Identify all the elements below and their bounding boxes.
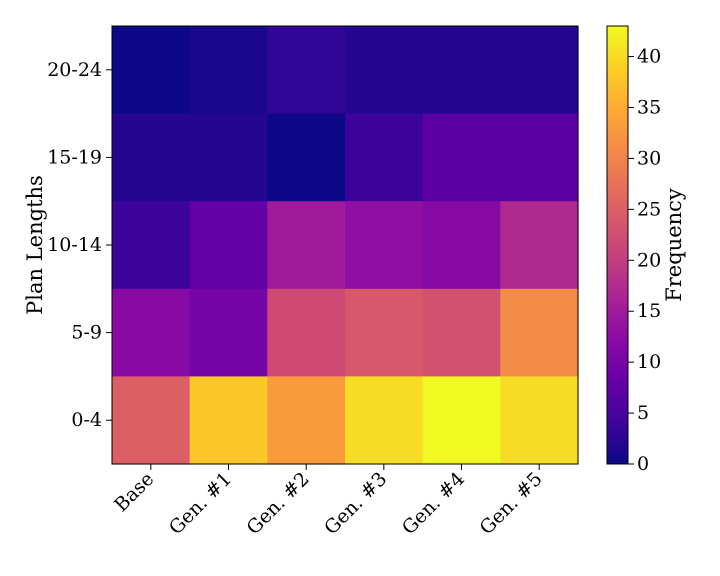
heatmap-cell: [112, 201, 191, 290]
heatmap-cell: [112, 288, 191, 377]
y-tick-label: 0-4: [71, 409, 102, 431]
colorbar-tick-label: 30: [637, 147, 661, 169]
heatmap-cell: [500, 201, 579, 290]
y-axis-ticks: 20-24 15-19 10-14 5-9 0-4: [47, 59, 112, 431]
heatmap-cell: [345, 26, 424, 115]
heatmap-cell: [345, 288, 424, 377]
x-tick-label: Gen. #3: [320, 468, 391, 539]
heatmap-cell: [112, 376, 191, 465]
heatmap-cell: [422, 288, 501, 377]
colorbar-gradient: [606, 25, 629, 465]
colorbar-tick-label: 0: [637, 453, 649, 475]
heatmap-cell: [267, 26, 346, 115]
heatmap-cell: [189, 376, 268, 465]
heatmap-cell: [267, 113, 346, 202]
heatmap-cell: [267, 376, 346, 465]
colorbar-tick-label: 40: [637, 46, 661, 68]
colorbar-tick-label: 25: [637, 198, 661, 220]
heatmap-cell: [345, 113, 424, 202]
y-tick-label: 5-9: [71, 322, 102, 344]
heatmap-cell: [500, 376, 579, 465]
x-tick-label: Base: [110, 468, 158, 516]
x-tick-label: Gen. #1: [165, 468, 236, 539]
colorbar-tick-label: 10: [637, 351, 661, 373]
heatmap-cells: [112, 26, 579, 465]
colorbar: 0 5 10 15 20 25 30 35 40 Frequency: [606, 25, 686, 475]
heatmap-cell: [112, 113, 191, 202]
colorbar-ticks: 0 5 10 15 20 25 30 35 40: [628, 46, 661, 475]
heatmap-cell: [189, 288, 268, 377]
heatmap-cell: [422, 201, 501, 290]
heatmap-cell: [189, 113, 268, 202]
heatmap-cell: [189, 26, 268, 115]
x-tick-label: Gen. #2: [242, 468, 313, 539]
heatmap-cell: [500, 113, 579, 202]
colorbar-tick-label: 15: [637, 300, 661, 322]
heatmap-cell: [267, 288, 346, 377]
heatmap-cell: [345, 201, 424, 290]
colorbar-tick-label: 20: [637, 249, 661, 271]
y-tick-label: 15-19: [47, 146, 102, 168]
colorbar-tick-label: 35: [637, 96, 661, 118]
colorbar-label: Frequency: [662, 188, 686, 302]
x-axis-ticks: Base Gen. #1 Gen. #2 Gen. #3 Gen. #4 Gen. #5: [110, 464, 547, 539]
y-tick-label: 10-14: [47, 234, 102, 256]
heatmap-cell: [500, 26, 579, 115]
x-tick-label: Gen. #5: [475, 468, 546, 539]
heatmap-cell: [422, 376, 501, 465]
heatmap-cell: [345, 376, 424, 465]
heatmap-cell: [189, 201, 268, 290]
x-tick-label: Gen. #4: [398, 468, 469, 539]
y-tick-label: 20-24: [47, 59, 102, 81]
heatmap-cell: [267, 201, 346, 290]
y-axis-label: Plan Lengths: [23, 175, 47, 315]
heatmap-cell: [112, 26, 191, 115]
heatmap-cell: [500, 288, 579, 377]
colorbar-tick-label: 5: [637, 402, 649, 424]
heatmap-cell: [422, 113, 501, 202]
heatmap-cell: [422, 26, 501, 115]
